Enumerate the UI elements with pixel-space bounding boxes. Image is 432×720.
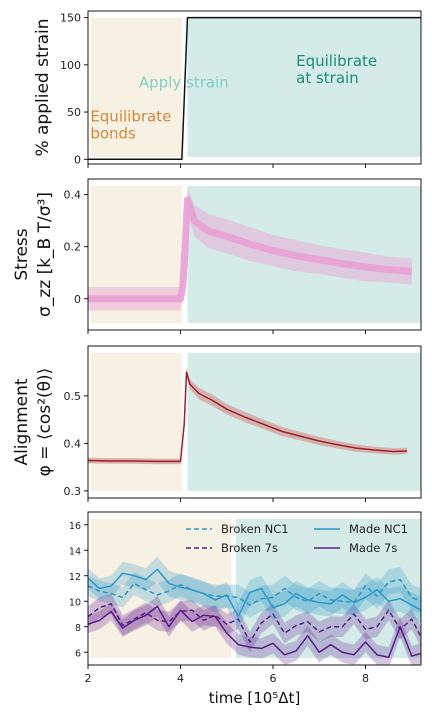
axes-frame: [87, 345, 422, 499]
series-broken-7s-band: [88, 593, 421, 653]
y-axis-label: Stress: [12, 228, 32, 280]
series-2-0-band: [88, 188, 412, 311]
legend-label: Made 7s: [349, 541, 397, 555]
x-tick-label: 4: [177, 672, 184, 685]
y-axis-label: Alignment: [12, 378, 32, 465]
plot-area: [88, 519, 421, 665]
x-tick-label: 8: [362, 672, 369, 685]
y-tick-label: 0.4: [64, 189, 82, 202]
x-tick-label: 6: [270, 672, 277, 685]
series-1-0-line: [88, 16, 421, 161]
y-tick-label: 100: [60, 59, 81, 72]
y-tick-label: 8: [75, 623, 81, 634]
y-tick-label: 16: [69, 521, 81, 532]
axes-frame: [87, 511, 422, 666]
annotation-1: bonds: [90, 125, 136, 143]
legend-label: Broken 7s: [221, 541, 278, 555]
region-strain: [187, 18, 421, 157]
region-strain: [236, 519, 421, 658]
series-broken-nc1-line: [88, 578, 421, 606]
y-tick-label: 14: [69, 546, 81, 557]
annotation-4: at strain: [296, 69, 359, 87]
series-made-7s-line: [88, 605, 421, 659]
series-broken-nc1-band: [88, 566, 421, 618]
series-3-0-line: [88, 371, 408, 463]
annotation-0: Equilibrate: [90, 108, 171, 126]
region-strain: [187, 353, 421, 491]
region-equilibrate: [90, 18, 182, 157]
region-equilibrate: [90, 353, 182, 491]
annotation-3: Equilibrate: [296, 52, 377, 70]
series-3-0-band: [88, 368, 408, 465]
y-tick-label: 0.4: [64, 437, 82, 450]
panel-3: 0.3 0.4 0.5 Alignment φ = ⟨cos²(θ)⟩: [12, 345, 422, 502]
legend-label: Broken NC1: [221, 522, 289, 536]
y-tick-label: 0: [74, 153, 81, 166]
plot-area: [88, 353, 421, 491]
axes-frame: [87, 10, 422, 165]
y-tick-label: 0.5: [64, 390, 82, 403]
plot-area: [88, 186, 421, 323]
series-2-0-line: [88, 196, 413, 303]
y-tick-label: 50: [67, 106, 81, 119]
x-axis-label: time [10⁵Δt]: [209, 689, 301, 707]
legend: Broken NC1 Broken 7s Made NC1 Made 7s: [186, 522, 408, 555]
y-tick-label: 0.3: [64, 485, 82, 498]
y-axis-label-2: φ = ⟨cos²(θ)⟩: [35, 368, 55, 477]
series-broken-7s-line: [88, 603, 421, 643]
y-axis-label: % applied strain: [33, 18, 53, 156]
series-made-nc1-line: [88, 568, 421, 618]
annotation-2: Apply strain: [139, 74, 229, 92]
region-equilibrate: [90, 519, 232, 658]
legend-label: Made NC1: [349, 522, 408, 536]
axes-frame: [87, 178, 422, 331]
plot-area: [88, 16, 421, 161]
series-made-7s-band: [88, 596, 421, 665]
y-tick-label: 6: [75, 648, 81, 659]
y-tick-label: 150: [60, 12, 81, 25]
y-tick-label: 0: [74, 293, 81, 306]
y-axis-label-2: σ_zz [k_B T/σ³]: [35, 192, 55, 317]
y-tick-label: 10: [69, 597, 81, 608]
y-tick-label: 12: [69, 572, 81, 583]
series-made-nc1-band: [88, 556, 421, 630]
x-tick-label: 2: [85, 672, 92, 685]
panel-2: 0 0.2 0.4 Stress σ_zz [k_B T/σ³]: [12, 178, 422, 334]
y-tick-label: 0.2: [64, 241, 82, 254]
